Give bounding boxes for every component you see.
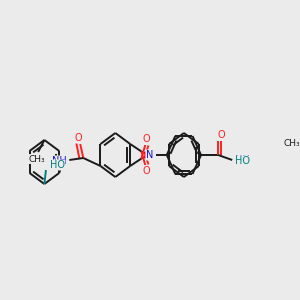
Text: NH: NH [52,156,67,166]
Text: O: O [142,134,150,145]
Text: CH₃: CH₃ [284,140,300,148]
Text: O: O [142,166,150,176]
Text: N: N [146,150,153,160]
Text: O: O [74,133,82,143]
Text: HO: HO [50,160,65,170]
Text: HO: HO [235,156,250,166]
Text: NH: NH [235,155,249,165]
Text: CH₃: CH₃ [28,154,45,164]
Text: O: O [218,130,225,140]
